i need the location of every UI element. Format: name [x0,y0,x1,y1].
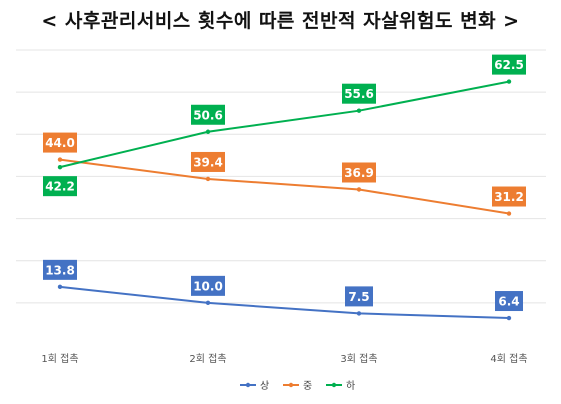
data-point [356,108,362,113]
x-tick-label: 1회 접촉 [41,353,78,365]
data-label: 13.8 [45,263,75,277]
data-label-box [342,83,376,104]
data-point [57,284,63,290]
legend-marker [245,382,251,388]
data-label: 7.5 [348,290,369,304]
data-label-box [43,176,77,197]
legend-label: 상 [260,380,269,392]
series-line-0 [59,285,510,320]
data-label-box [191,104,225,125]
data-point [506,315,512,321]
data-label: 62.5 [494,58,524,72]
data-point [506,211,512,216]
data-label-box [492,186,526,207]
legend-label: 중 [303,380,312,392]
data-label-box [43,259,77,280]
data-point [356,187,362,192]
data-label-box [492,54,526,75]
data-label: 36.9 [344,166,374,180]
legend-label: 하 [346,379,355,392]
legend-marker [288,382,294,388]
data-point [205,129,211,134]
data-label-box [191,275,225,296]
data-label: 42.2 [45,180,75,194]
data-label: 55.6 [344,87,374,101]
series-line-2 [59,80,510,169]
data-label: 39.4 [193,155,223,169]
data-label-box [345,286,373,307]
data-label: 31.2 [494,190,524,204]
data-label-box [342,162,376,183]
data-point [57,157,63,162]
x-tick-label: 4회 접촉 [490,353,527,365]
data-point [356,311,362,316]
data-label: 44.0 [45,136,75,150]
data-point [57,164,63,170]
data-point [205,300,211,306]
data-label-box [495,291,523,312]
data-label: 50.6 [193,108,223,122]
data-point [205,176,211,182]
data-label-box [43,132,77,153]
data-label: 10.0 [193,279,223,293]
data-point [506,79,512,84]
x-tick-label: 2회 접촉 [189,353,226,365]
series-line-1 [59,158,510,215]
x-tick-label: 3회 접촉 [340,353,377,365]
data-label-box [191,151,225,172]
data-label: 6.4 [498,295,519,309]
legend-marker [331,382,337,388]
chart-title: < 사후관리서비스 횟수에 따른 전반적 자살위험도 변화 > [41,10,520,32]
